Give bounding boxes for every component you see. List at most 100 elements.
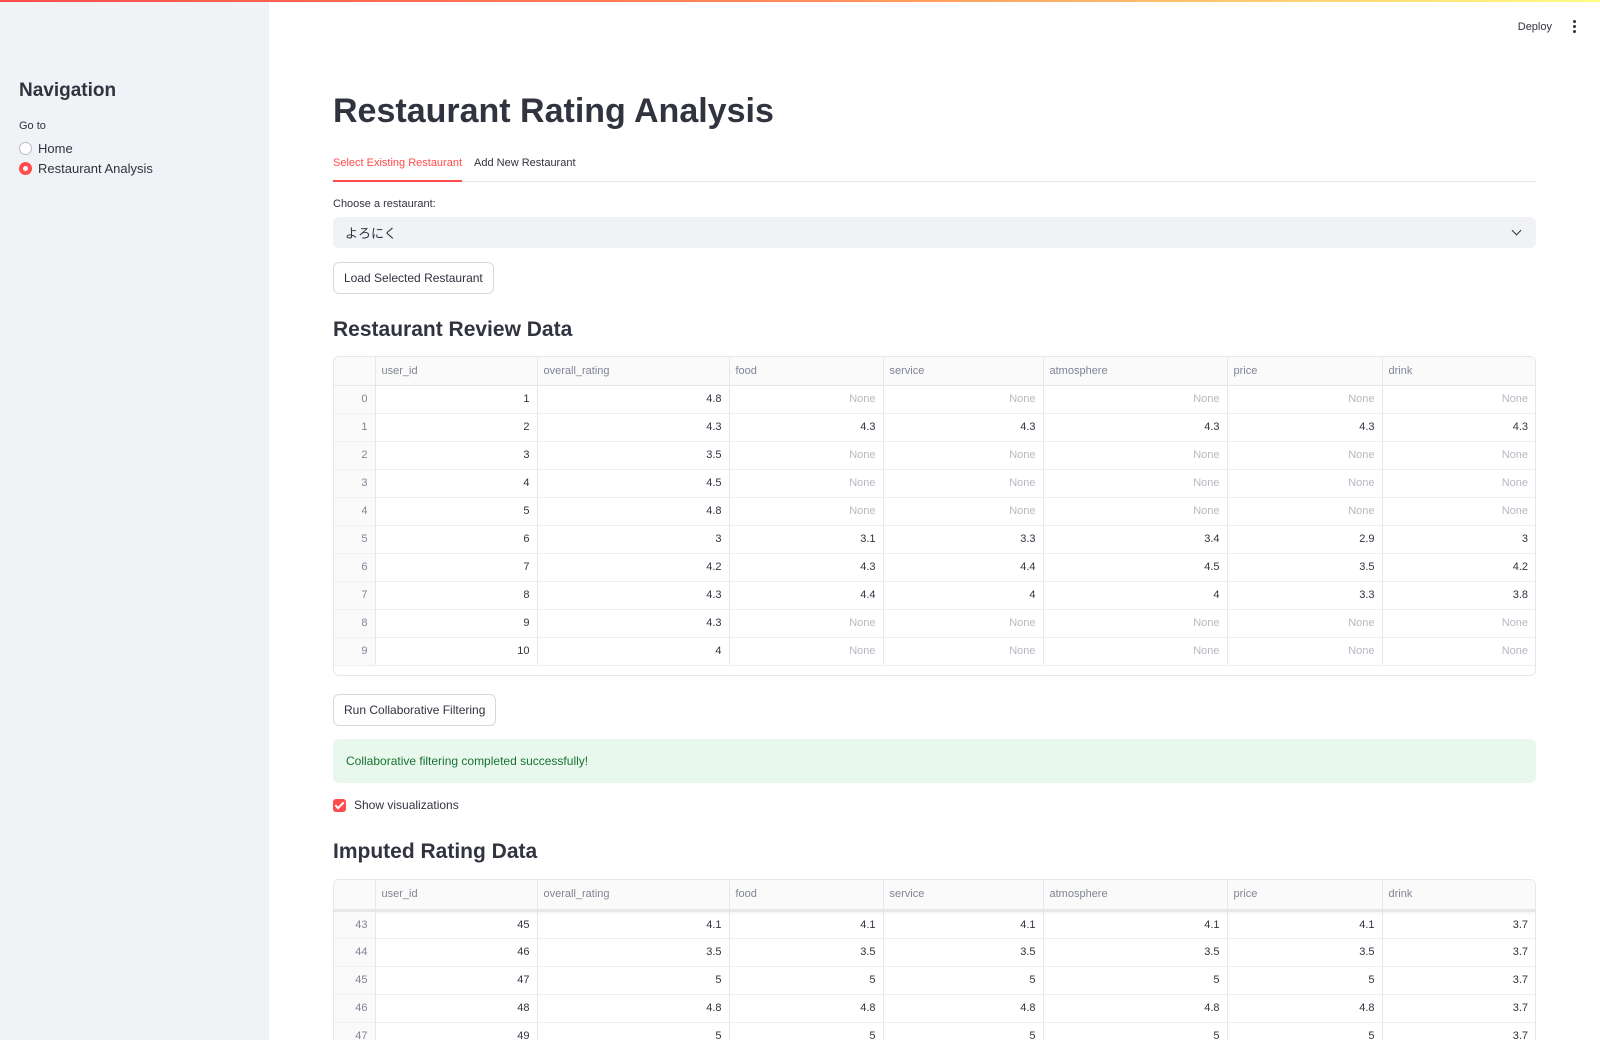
column-header-food[interactable]: food — [729, 880, 884, 912]
table-cell[interactable]: 4.3 — [537, 581, 730, 610]
row-index-cell[interactable]: 7 — [334, 581, 376, 610]
table-cell[interactable]: None — [883, 469, 1044, 498]
table-cell[interactable]: None — [1382, 637, 1535, 666]
table-cell[interactable]: 4.5 — [1043, 553, 1228, 582]
table-cell[interactable]: 5 — [883, 966, 1044, 995]
table-cell[interactable]: 4.3 — [1043, 413, 1228, 442]
table-cell[interactable]: 4.3 — [729, 413, 884, 442]
row-index-cell[interactable]: 44 — [334, 938, 376, 967]
table-cell[interactable]: 4.2 — [1382, 553, 1535, 582]
table-cell[interactable]: 4.4 — [883, 553, 1044, 582]
table-row[interactable]: 7 8 4.3 4.4 4 4 3.3 3.8 — [334, 581, 1535, 610]
table-cell[interactable]: 4.2 — [537, 553, 730, 582]
table-cell[interactable]: 4.1 — [883, 910, 1044, 939]
row-index-cell[interactable]: 47 — [334, 1022, 376, 1040]
table-cell[interactable]: None — [1382, 441, 1535, 470]
row-index-cell[interactable]: 45 — [334, 966, 376, 995]
deploy-button[interactable]: Deploy — [1517, 20, 1552, 33]
table-row[interactable]: 46 48 4.8 4.8 4.8 4.8 4.8 3.7 — [334, 994, 1535, 1023]
table-cell[interactable]: 5 — [1043, 1022, 1228, 1040]
table-cell[interactable]: 49 — [375, 1022, 538, 1040]
table-cell[interactable]: None — [1227, 637, 1383, 666]
table-cell[interactable]: 5 — [1043, 966, 1228, 995]
table-row[interactable]: 8 9 4.3 None None None None None — [334, 609, 1535, 638]
review-data-table[interactable]: user_id overall_rating food service atmo… — [333, 356, 1536, 676]
table-cell[interactable]: 4.8 — [537, 385, 730, 414]
row-index-cell[interactable]: 46 — [334, 994, 376, 1023]
table-cell[interactable]: 4.8 — [883, 994, 1044, 1023]
table-cell[interactable]: 47 — [375, 966, 538, 995]
table-cell[interactable]: 4 — [537, 637, 730, 666]
table-cell[interactable]: 4.8 — [537, 497, 730, 526]
table-cell[interactable]: 4.3 — [1227, 413, 1383, 442]
column-header-price[interactable]: price — [1227, 880, 1383, 912]
table-row[interactable]: 44 46 3.5 3.5 3.5 3.5 3.5 3.7 — [334, 938, 1535, 967]
table-cell[interactable]: 4.8 — [537, 994, 730, 1023]
row-index-cell[interactable]: 3 — [334, 469, 376, 498]
main-menu-kebab-icon[interactable] — [1570, 20, 1578, 33]
column-header-user-id[interactable]: user_id — [375, 357, 538, 386]
table-cell[interactable]: 3.7 — [1382, 994, 1535, 1023]
row-index-cell[interactable]: 9 — [334, 637, 376, 666]
table-row[interactable]: 47 49 5 5 5 5 5 3.7 — [334, 1022, 1535, 1040]
run-collaborative-filtering-button[interactable]: Run Collaborative Filtering — [333, 694, 497, 726]
table-cell[interactable]: 4.1 — [537, 910, 730, 939]
table-cell[interactable]: 5 — [1227, 1022, 1383, 1040]
row-index-cell[interactable]: 6 — [334, 553, 376, 582]
table-cell[interactable]: None — [1382, 469, 1535, 498]
table-cell[interactable]: 3.5 — [537, 938, 730, 967]
row-index-cell[interactable]: 4 — [334, 497, 376, 526]
column-header-price[interactable]: price — [1227, 357, 1383, 386]
table-cell[interactable]: None — [1043, 497, 1228, 526]
table-cell[interactable]: None — [1382, 609, 1535, 638]
table-cell[interactable]: None — [1382, 497, 1535, 526]
table-cell[interactable]: 4.3 — [729, 553, 884, 582]
table-cell[interactable]: 4.5 — [537, 469, 730, 498]
show-visualizations-checkbox[interactable]: Show visualizations — [333, 798, 459, 812]
table-cell[interactable]: 3.3 — [1227, 581, 1383, 610]
table-cell[interactable]: 4.3 — [1382, 413, 1535, 442]
table-cell[interactable]: 7 — [375, 553, 538, 582]
table-cell[interactable]: 3.5 — [729, 938, 884, 967]
table-cell[interactable]: 3 — [375, 441, 538, 470]
table-cell[interactable]: None — [1043, 385, 1228, 414]
checkbox-checked-icon[interactable] — [333, 798, 346, 812]
table-cell[interactable]: 5 — [537, 1022, 730, 1040]
table-cell[interactable]: 4.8 — [1043, 994, 1228, 1023]
table-cell[interactable]: 8 — [375, 581, 538, 610]
table-cell[interactable]: 3.7 — [1382, 966, 1535, 995]
table-cell[interactable]: 3.4 — [1043, 525, 1228, 554]
table-cell[interactable]: 3.5 — [1043, 938, 1228, 967]
restaurant-select[interactable]: よろにく — [333, 217, 1536, 248]
table-cell[interactable]: None — [1227, 497, 1383, 526]
column-header-overall-rating[interactable]: overall_rating — [537, 880, 730, 912]
table-cell[interactable]: None — [1043, 609, 1228, 638]
table-cell[interactable]: None — [1227, 469, 1383, 498]
load-selected-restaurant-button[interactable]: Load Selected Restaurant — [333, 262, 494, 294]
table-row[interactable]: 45 47 5 5 5 5 5 3.7 — [334, 966, 1535, 995]
table-row[interactable]: 43 45 4.1 4.1 4.1 4.1 4.1 3.7 — [334, 910, 1535, 939]
table-row[interactable]: 0 1 4.8 None None None None None — [334, 385, 1535, 414]
table-cell[interactable]: 3.5 — [537, 441, 730, 470]
table-cell[interactable]: 46 — [375, 938, 538, 967]
table-cell[interactable]: None — [729, 497, 884, 526]
column-header-overall-rating[interactable]: overall_rating — [537, 357, 730, 386]
table-cell[interactable]: 5 — [1227, 966, 1383, 995]
table-cell[interactable]: 3.5 — [883, 938, 1044, 967]
table-cell[interactable]: 3.3 — [883, 525, 1044, 554]
table-cell[interactable]: 4.3 — [537, 609, 730, 638]
table-cell[interactable]: 3 — [537, 525, 730, 554]
table-cell[interactable]: None — [729, 469, 884, 498]
column-header-drink[interactable]: drink — [1382, 357, 1535, 386]
table-cell[interactable]: 5 — [375, 497, 538, 526]
table-cell[interactable]: 4 — [883, 581, 1044, 610]
table-cell[interactable]: 3.7 — [1382, 938, 1535, 967]
column-header-index[interactable] — [334, 357, 376, 386]
column-header-service[interactable]: service — [883, 880, 1044, 912]
table-cell[interactable]: None — [1043, 441, 1228, 470]
row-index-cell[interactable]: 43 — [334, 910, 376, 939]
tab-add-new-restaurant[interactable]: Add New Restaurant — [474, 157, 576, 169]
table-cell[interactable]: 45 — [375, 910, 538, 939]
table-cell[interactable]: 3.7 — [1382, 1022, 1535, 1040]
table-cell[interactable]: None — [1227, 385, 1383, 414]
